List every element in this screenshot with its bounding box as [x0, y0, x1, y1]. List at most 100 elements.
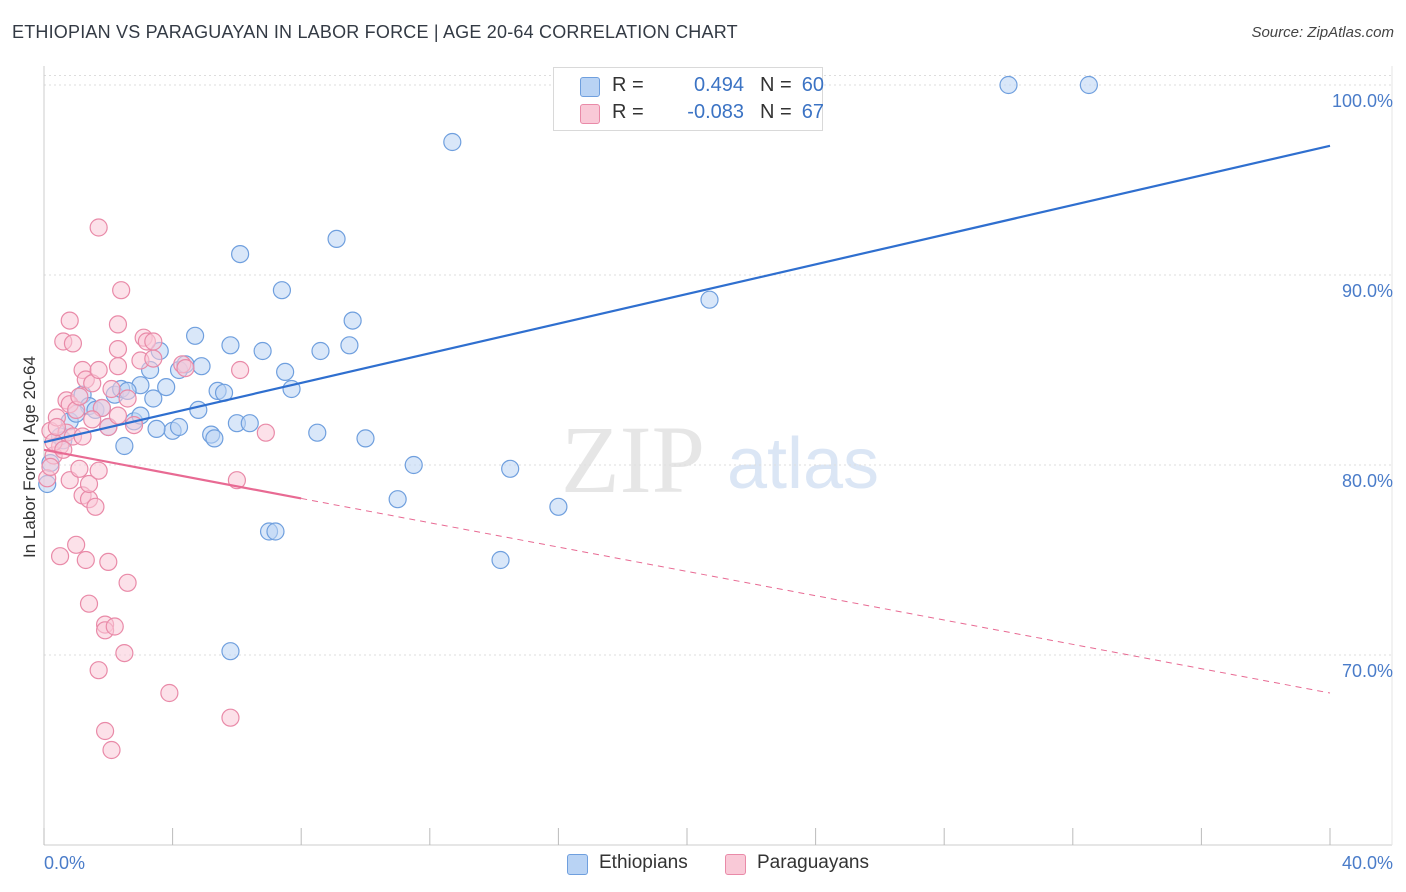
point-paraguayans-60	[231, 360, 250, 380]
legend-r-label: R =	[612, 74, 644, 96]
trendline-paraguayans-solid	[43, 448, 302, 500]
point-paraguayans-42	[108, 406, 128, 425]
point-paraguayans-66	[83, 410, 102, 429]
point-paraguayans-55	[160, 683, 179, 703]
x-tick-label-1: 40.0%	[1342, 853, 1393, 873]
trend-lines	[43, 144, 1331, 694]
point-ethiopians-43	[343, 311, 362, 330]
point-paraguayans-25	[79, 594, 99, 613]
point-paraguayans-15	[67, 535, 86, 554]
point-ethiopians-46	[388, 490, 407, 509]
point-ethiopians-42	[340, 336, 359, 355]
series-swatch-paraguayans	[725, 854, 746, 875]
point-ethiopians-49	[491, 550, 510, 570]
point-paraguayans-39	[102, 740, 121, 760]
series-label-paraguayans: Paraguayans	[757, 852, 869, 873]
legend-n-value: 67	[801, 101, 824, 123]
point-paraguayans-61	[256, 423, 275, 442]
point-paraguayans-13	[63, 334, 83, 353]
source-label: Source: ZipAtlas.com	[1251, 24, 1394, 41]
series-label-ethiopians: Ethiopians	[599, 852, 688, 873]
point-ethiopians-26	[205, 429, 224, 448]
point-ethiopians-35	[266, 522, 285, 541]
point-paraguayans-41	[108, 357, 128, 376]
point-ethiopians-48	[501, 459, 520, 478]
point-ethiopians-50	[549, 497, 568, 516]
point-paraguayans-43	[108, 340, 128, 359]
y-tick-label-2: 80.0%	[1342, 471, 1393, 491]
legend-r-value: 0.494	[693, 74, 744, 96]
point-paraguayans-44	[108, 315, 128, 334]
legend-n-value: 60	[801, 74, 824, 96]
series-swatch-ethiopians	[567, 854, 588, 875]
point-paraguayans-5	[50, 547, 70, 566]
point-paraguayans-17	[70, 459, 89, 478]
point-paraguayans-21	[76, 550, 95, 570]
point-paraguayans-30	[89, 360, 108, 380]
point-paraguayans-63	[47, 417, 66, 437]
chart-title: ETHIOPIAN VS PARAGUAYAN IN LABOR FORCE |…	[12, 22, 738, 42]
point-paraguayans-46	[115, 643, 134, 663]
point-paraguayans-28	[89, 218, 108, 237]
point-ethiopians-45	[404, 455, 423, 475]
y-tick-label-1: 90.0%	[1342, 281, 1393, 301]
point-paraguayans-53	[144, 349, 163, 368]
legend-n-label: N =	[760, 74, 792, 96]
point-ethiopians-44	[356, 429, 375, 448]
legend-n-label: N =	[760, 101, 792, 123]
point-ethiopians-29	[221, 336, 240, 355]
point-ethiopians-36	[272, 281, 292, 300]
watermark-atlas: atlas	[727, 424, 879, 504]
legend-r-label: R =	[612, 101, 644, 123]
point-ethiopians-41	[327, 229, 346, 248]
point-ethiopians-40	[311, 341, 330, 361]
watermark-zip: ZIP	[561, 406, 705, 513]
trendline-ethiopians	[43, 144, 1331, 444]
point-paraguayans-10	[60, 311, 79, 330]
point-paraguayans-65	[41, 457, 60, 476]
point-paraguayans-58	[221, 708, 240, 727]
point-ethiopians-37	[276, 362, 295, 381]
point-paraguayans-57	[176, 359, 195, 378]
point-paraguayans-19	[73, 427, 92, 446]
y-tick-label-3: 70.0%	[1342, 661, 1393, 681]
point-ethiopians-17	[157, 378, 176, 397]
axes	[43, 66, 1393, 846]
legend-swatch-paraguayans	[580, 104, 600, 124]
point-paraguayans-29	[89, 461, 108, 480]
point-ethiopians-47	[443, 132, 462, 152]
point-paraguayans-64	[54, 440, 73, 459]
point-ethiopians-31	[231, 245, 250, 264]
trendline-paraguayans-dashed	[301, 497, 1331, 694]
point-paraguayans-24	[79, 474, 99, 494]
legend-swatch-ethiopians	[580, 77, 600, 97]
point-ethiopians-51	[700, 290, 719, 309]
point-ethiopians-33	[253, 341, 272, 361]
y-tick-label-0: 100.0%	[1332, 91, 1393, 111]
tick-labels: 100.0% 90.0% 80.0% 70.0% 0.0% 40.0%	[44, 91, 1393, 873]
point-ethiopians-39	[308, 423, 327, 442]
point-ethiopians-20	[169, 417, 189, 437]
point-paraguayans-45	[112, 281, 131, 300]
point-ethiopians-22	[186, 326, 205, 345]
point-ethiopians-24	[192, 357, 211, 376]
point-ethiopians-32	[240, 414, 259, 433]
point-paraguayans-40	[105, 617, 124, 636]
point-paraguayans-31	[89, 661, 108, 680]
point-ethiopians-10	[115, 436, 134, 456]
data-points	[38, 75, 1098, 760]
point-paraguayans-48	[118, 573, 137, 592]
point-paraguayans-54	[144, 332, 163, 351]
legend-r-value: -0.083	[687, 101, 744, 123]
point-ethiopians-54	[221, 642, 240, 661]
point-paraguayans-47	[118, 389, 137, 408]
point-paraguayans-35	[95, 721, 115, 741]
point-paraguayans-38	[102, 379, 121, 399]
series-legend: Ethiopians Paraguayans	[0, 852, 1406, 878]
correlation-legend: R = 0.494 N = 60 R = -0.083 N = 67	[553, 67, 824, 131]
point-paraguayans-16	[70, 387, 89, 406]
point-ethiopians-15	[144, 389, 163, 408]
point-paraguayans-27	[86, 497, 105, 516]
point-ethiopians-23	[189, 400, 208, 419]
